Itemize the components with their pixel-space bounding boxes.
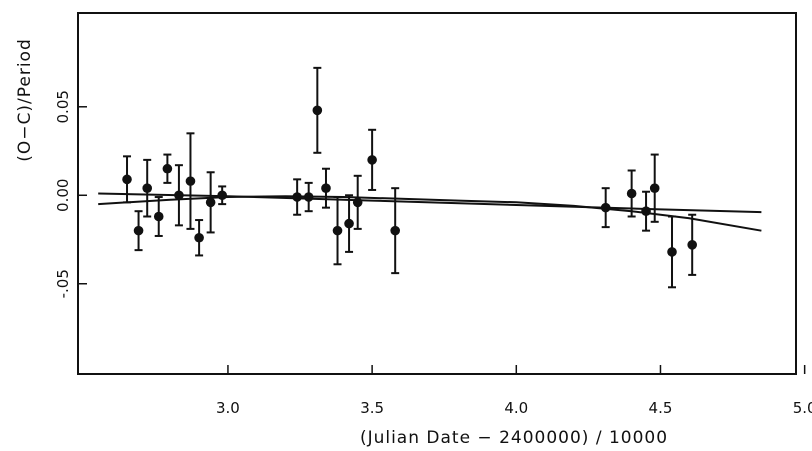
point-marker — [174, 190, 184, 200]
y-axis: 0.05 0.00 -.05 — [54, 90, 87, 298]
x-tick-label: 5.0 — [793, 399, 812, 417]
data-point — [194, 220, 204, 255]
point-marker — [292, 192, 302, 202]
point-marker — [142, 183, 152, 193]
data-point — [122, 156, 132, 202]
point-marker — [206, 198, 216, 208]
point-marker — [304, 192, 314, 202]
data-point — [601, 188, 611, 227]
data-point — [353, 176, 363, 229]
data-points — [122, 68, 697, 287]
data-point — [174, 165, 184, 225]
point-marker — [601, 203, 611, 213]
data-point — [154, 197, 164, 236]
point-marker — [321, 183, 331, 193]
data-point — [292, 179, 302, 214]
point-marker — [667, 247, 677, 257]
point-marker — [313, 106, 323, 116]
data-point — [134, 211, 144, 250]
point-marker — [122, 175, 132, 185]
data-point — [186, 133, 196, 229]
x-tick-label: 3.5 — [360, 399, 384, 417]
data-point — [333, 197, 343, 264]
data-point — [304, 183, 314, 211]
x-axis-label: (Julian Date − 2400000) / 10000 — [360, 428, 668, 448]
point-marker — [163, 164, 173, 174]
point-marker — [333, 226, 343, 236]
x-tick-label: 4.5 — [649, 399, 673, 417]
plot-frame — [78, 13, 796, 374]
data-point — [142, 160, 152, 217]
data-point — [344, 195, 354, 252]
x-tick-label: 4.0 — [504, 399, 528, 417]
y-tick-label: 0.05 — [54, 90, 72, 123]
point-marker — [367, 155, 377, 165]
data-point — [217, 186, 227, 204]
point-marker — [390, 226, 400, 236]
y-axis-label: (O−C)/Period — [15, 38, 35, 162]
y-tick-label: 0.00 — [54, 179, 72, 212]
point-marker — [186, 176, 196, 186]
data-point — [687, 215, 697, 275]
data-point — [650, 155, 660, 222]
x-axis: 3.0 3.5 4.0 4.5 5.0 — [216, 365, 812, 417]
data-point — [367, 130, 377, 190]
point-marker — [344, 219, 354, 229]
data-point — [163, 155, 173, 183]
point-marker — [687, 240, 697, 250]
y-tick-label: -.05 — [54, 269, 72, 298]
point-marker — [650, 183, 660, 193]
point-marker — [194, 233, 204, 243]
point-marker — [154, 212, 164, 222]
x-tick-label: 3.0 — [216, 399, 240, 417]
fit-curves — [98, 194, 761, 231]
data-point — [641, 192, 651, 231]
point-marker — [134, 226, 144, 236]
point-marker — [627, 189, 637, 199]
point-marker — [353, 198, 363, 208]
point-marker — [217, 190, 227, 200]
point-marker — [641, 206, 651, 216]
data-point — [321, 169, 331, 208]
data-point — [667, 217, 677, 288]
fit-curve-1 — [98, 194, 761, 213]
data-point — [206, 172, 216, 232]
data-point — [313, 68, 323, 153]
